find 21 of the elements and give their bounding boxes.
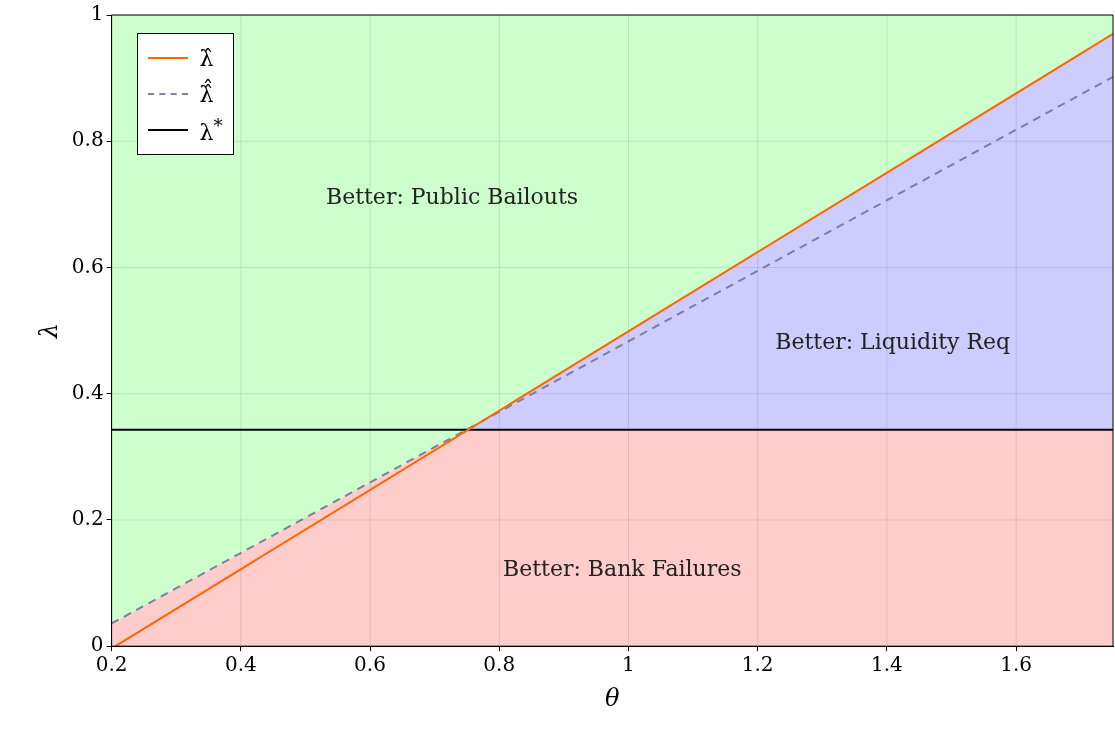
legend-label: λ̂ [199,45,214,71]
y-tick-label: 0.6 [71,253,104,278]
y-tick-label: 0.2 [71,506,104,531]
x-tick-label: 1 [622,652,635,677]
x-tick-label: 1.2 [741,652,774,677]
annotation: Better: Liquidity Req [775,328,1011,354]
y-tick-label: 0.8 [71,127,104,152]
x-tick-label: 0.6 [354,652,386,677]
x-tick-label: 0.8 [483,652,516,677]
y-axis-title: λ [34,322,63,340]
x-tick-label: 0.4 [224,652,257,677]
x-tick-label: 1.6 [1000,652,1032,677]
legend-label: λ̂̂ [199,81,214,107]
legend-label: λ$^{*}$ [199,114,223,146]
annotation: Better: Bank Failures [503,556,742,582]
y-tick-label: 0 [90,632,104,657]
x-axis-title: θ [605,683,621,712]
x-tick-label: 1.4 [870,652,903,677]
y-tick-label: 1 [90,1,104,26]
y-tick-label: 0.4 [71,379,104,404]
annotation: Better: Public Bailouts [326,183,579,209]
